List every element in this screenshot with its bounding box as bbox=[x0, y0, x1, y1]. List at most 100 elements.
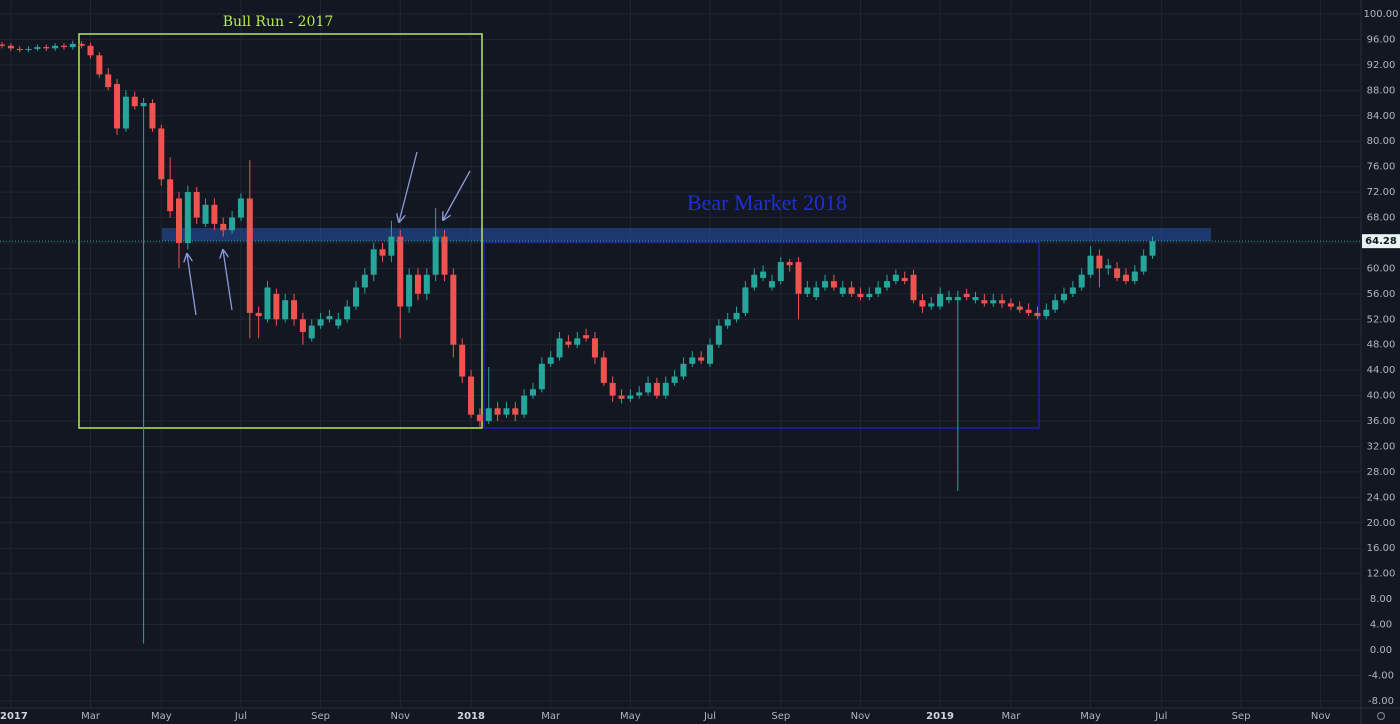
candle-body bbox=[299, 319, 306, 332]
candle-body bbox=[317, 319, 324, 326]
y-tick-label: 72.00 bbox=[1367, 187, 1396, 198]
y-tick-label: 48.00 bbox=[1367, 340, 1396, 351]
candle-body bbox=[724, 319, 731, 326]
candle-body bbox=[255, 312, 262, 317]
candle-body bbox=[981, 300, 988, 304]
candle-body bbox=[1078, 274, 1085, 288]
candle-body bbox=[450, 274, 457, 345]
candle-body bbox=[768, 281, 775, 288]
candle-body bbox=[476, 414, 483, 422]
x-tick-label: 2018 bbox=[457, 711, 485, 722]
candle-body bbox=[0, 44, 5, 46]
candle-body bbox=[468, 376, 475, 415]
candle-body bbox=[264, 287, 271, 320]
candle-body bbox=[291, 300, 298, 320]
candle-body bbox=[122, 96, 129, 129]
candle-body bbox=[52, 45, 59, 49]
candle-body bbox=[742, 287, 749, 313]
candle-body bbox=[167, 179, 174, 212]
y-tick-label: 88.00 bbox=[1367, 85, 1396, 96]
candle-body bbox=[273, 293, 280, 320]
candle-body bbox=[220, 223, 227, 231]
candle-body bbox=[538, 363, 545, 390]
x-tick-label: 2017 bbox=[0, 711, 28, 722]
y-tick-label: 96.00 bbox=[1367, 34, 1396, 45]
x-tick-label: 2019 bbox=[926, 711, 954, 722]
y-tick-label: 20.00 bbox=[1367, 518, 1396, 529]
candle-body bbox=[1087, 255, 1094, 275]
candle-body bbox=[600, 357, 607, 383]
candle-body bbox=[662, 382, 669, 396]
y-tick-label: 52.00 bbox=[1367, 314, 1396, 325]
y-tick-label: 84.00 bbox=[1367, 111, 1396, 122]
candle-body bbox=[246, 198, 253, 313]
candle-body bbox=[308, 325, 315, 339]
candle-body bbox=[202, 204, 209, 224]
y-tick-label: 36.00 bbox=[1367, 416, 1396, 427]
last-price-label: 64.28 bbox=[1365, 236, 1397, 247]
candle-body bbox=[945, 297, 952, 301]
arrow bbox=[223, 250, 233, 311]
x-tick-label: Mar bbox=[541, 711, 561, 722]
candle-body bbox=[937, 293, 944, 307]
candle-body bbox=[25, 48, 32, 50]
candle-body bbox=[105, 74, 112, 88]
x-tick-label: Jul bbox=[1154, 711, 1167, 722]
x-tick-label: Nov bbox=[1311, 711, 1331, 722]
x-tick-label: Nov bbox=[851, 711, 871, 722]
candle-body bbox=[370, 249, 377, 275]
candle-body bbox=[237, 198, 244, 218]
candle-body bbox=[193, 192, 200, 218]
candle-body bbox=[335, 319, 342, 326]
candle-body bbox=[972, 297, 979, 301]
y-tick-label: 16.00 bbox=[1367, 543, 1396, 554]
candle-body bbox=[928, 303, 935, 307]
candle-body bbox=[565, 341, 572, 345]
candle-body bbox=[892, 274, 899, 282]
candle-body bbox=[760, 271, 767, 278]
candle-body bbox=[1007, 303, 1014, 307]
candle-body bbox=[795, 262, 802, 294]
y-tick-label: -4.00 bbox=[1368, 670, 1394, 681]
candle-body bbox=[999, 300, 1006, 304]
candle-body bbox=[618, 395, 625, 399]
y-tick-label: 24.00 bbox=[1367, 492, 1396, 503]
candle-body bbox=[1025, 309, 1032, 313]
candle-body bbox=[777, 262, 784, 282]
candle-body bbox=[715, 325, 722, 345]
candle-body bbox=[698, 357, 705, 361]
candle-body bbox=[282, 300, 289, 320]
candle-body bbox=[574, 338, 581, 345]
candle-body bbox=[556, 338, 563, 358]
y-tick-label: 80.00 bbox=[1367, 136, 1396, 147]
candle-body bbox=[1034, 312, 1041, 317]
settings-icon[interactable] bbox=[1376, 711, 1386, 721]
candle-body bbox=[326, 316, 333, 320]
candle-body bbox=[69, 43, 76, 48]
candle-body bbox=[1016, 306, 1023, 310]
candle-body bbox=[1105, 265, 1112, 269]
y-tick-label: 40.00 bbox=[1367, 391, 1396, 402]
candle-body bbox=[512, 408, 519, 415]
candle-body bbox=[1149, 241, 1156, 256]
y-tick-label: 28.00 bbox=[1367, 467, 1396, 478]
candle-body bbox=[1131, 271, 1138, 282]
x-tick-label: Mar bbox=[1001, 711, 1021, 722]
candle-body bbox=[423, 274, 430, 294]
y-tick-label: 100.00 bbox=[1364, 9, 1399, 20]
candle-body bbox=[229, 217, 236, 231]
x-tick-label: Sep bbox=[311, 711, 330, 722]
axes: -8.00 -4.00 0.00 4.00 8.00 12.00 16.00 20.00 24.… bbox=[0, 9, 1400, 722]
y-tick-label: 44.00 bbox=[1367, 365, 1396, 376]
candle-body bbox=[751, 274, 758, 288]
y-tick-label: 68.00 bbox=[1367, 213, 1396, 224]
candle-body bbox=[344, 306, 351, 320]
candle-body bbox=[591, 338, 598, 358]
y-tick-label: 12.00 bbox=[1367, 569, 1396, 580]
candle-body bbox=[16, 48, 23, 50]
candle-body bbox=[848, 287, 855, 294]
bull-run-box bbox=[78, 33, 483, 429]
y-tick-label: 4.00 bbox=[1370, 620, 1392, 631]
candle-body bbox=[954, 297, 961, 301]
candle-body bbox=[1114, 268, 1121, 278]
